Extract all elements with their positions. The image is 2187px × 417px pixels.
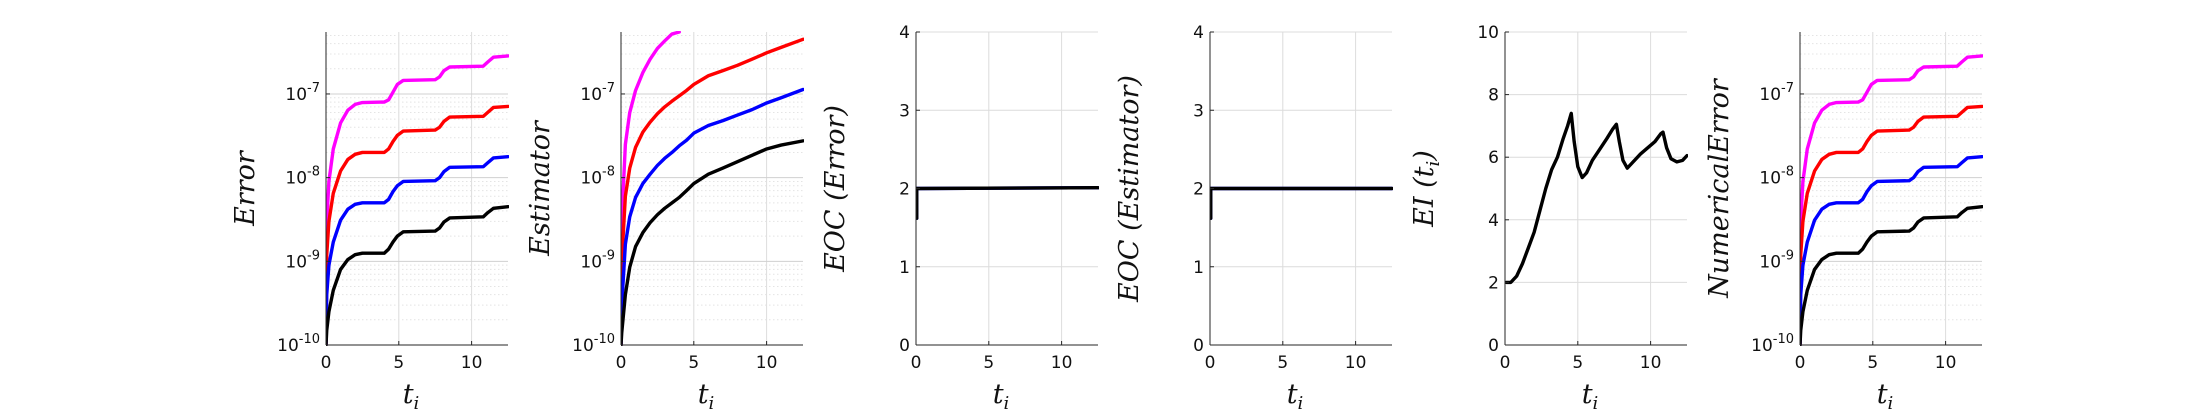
series-line-3 <box>326 154 509 346</box>
x-tick-label: 5 <box>1277 353 1288 373</box>
y-tick-label: 10-7 <box>1759 81 1794 105</box>
y-tick-label: 10-9 <box>1759 248 1794 272</box>
x-tick-label: 0 <box>321 353 332 373</box>
y-tick-label: 3 <box>899 101 910 121</box>
plot-area <box>326 32 508 345</box>
x-axis-label: ti <box>698 379 715 414</box>
x-tick-label: 5 <box>983 353 994 373</box>
y-axis-label: EI (ti) <box>1409 150 1444 228</box>
x-axis-label: ti <box>1877 379 1894 414</box>
series-line-1 <box>326 54 509 346</box>
y-tick-label: 10-10 <box>277 332 320 356</box>
plot-area <box>1800 32 1982 345</box>
y-tick-label: 2 <box>1488 273 1499 293</box>
plot-area <box>621 32 803 345</box>
x-axis-label: ti <box>1287 379 1304 414</box>
y-tick-label: 10-9 <box>285 248 320 272</box>
x-tick-label: 10 <box>461 353 483 373</box>
chart-panel-3: 0 5 10 0 1 2 3 4 ti EOC (Error) <box>820 23 1099 414</box>
y-tick-label: 0 <box>899 336 910 356</box>
chart-panel-1: 0 5 10 10-10 10-9 10-8 10-7 ti Error <box>230 32 509 414</box>
series-line-2 <box>326 104 509 346</box>
series-line-4 <box>326 204 509 346</box>
series-line-1 <box>1800 54 1983 346</box>
series-line-1 <box>1505 111 1688 285</box>
y-tick-label: 10 <box>1477 23 1499 43</box>
y-tick-label: 10-10 <box>1751 332 1794 356</box>
plot-area <box>1505 32 1687 345</box>
series-group <box>326 54 509 346</box>
y-tick-label: 4 <box>1488 211 1499 231</box>
x-tick-label: 10 <box>1640 353 1662 373</box>
y-tick-label: 10-9 <box>580 248 615 272</box>
y-axis-label: Error <box>230 149 261 227</box>
y-axis-label: EOC (Estimator) <box>1114 75 1145 303</box>
x-tick-label: 5 <box>393 353 404 373</box>
x-tick-label: 10 <box>1345 353 1367 373</box>
y-axis-label: NumericalError <box>1704 77 1735 299</box>
y-tick-label: 3 <box>1193 101 1204 121</box>
x-axis-label: ti <box>403 379 420 414</box>
x-tick-label: 0 <box>616 353 627 373</box>
y-tick-label: 1 <box>899 258 910 278</box>
x-tick-label: 5 <box>688 353 699 373</box>
x-tick-label: 0 <box>1500 353 1511 373</box>
x-axis-label: ti <box>993 379 1010 414</box>
series-line-4 <box>1800 204 1983 346</box>
x-tick-label: 5 <box>1867 353 1878 373</box>
x-tick-label: 5 <box>1572 353 1583 373</box>
series-line-1 <box>621 31 681 346</box>
x-tick-label: 0 <box>1795 353 1806 373</box>
x-tick-label: 0 <box>1205 353 1216 373</box>
y-tick-label: 10-8 <box>580 165 615 189</box>
y-tick-label: 1 <box>1193 258 1204 278</box>
y-tick-label: 10-10 <box>572 332 615 356</box>
series-line-3 <box>1800 154 1983 346</box>
y-tick-label: 10-8 <box>285 165 320 189</box>
series-line-4 <box>621 139 804 346</box>
y-tick-label: 10-7 <box>285 81 320 105</box>
y-tick-label: 8 <box>1488 86 1499 106</box>
x-tick-label: 10 <box>1051 353 1073 373</box>
y-tick-label: 4 <box>899 23 910 43</box>
chart-panel-5: 0 5 10 0 2 4 6 8 10 ti EI (ti) <box>1409 23 1688 414</box>
series-line-2 <box>1800 104 1983 346</box>
series-line-3 <box>621 87 804 346</box>
y-axis-label: EOC (Error) <box>820 105 851 273</box>
chart-panel-2: 0 5 10 10-10 10-9 10-8 10-7 ti Estimator <box>525 31 804 414</box>
y-tick-label: 10-8 <box>1759 165 1794 189</box>
y-tick-label: 6 <box>1488 148 1499 168</box>
chart-panel-4: 0 5 10 0 1 2 3 4 ti EOC (Estimator) <box>1114 23 1393 414</box>
y-tick-label: 4 <box>1193 23 1204 43</box>
y-axis-label: Estimator <box>525 119 556 257</box>
x-tick-label: 10 <box>756 353 778 373</box>
y-tick-label: 2 <box>899 180 910 200</box>
series-group <box>1505 111 1688 285</box>
series-group <box>1800 54 1983 346</box>
x-axis-label: ti <box>1582 379 1599 414</box>
series-line-2 <box>621 37 804 346</box>
x-tick-label: 10 <box>1935 353 1957 373</box>
y-tick-label: 0 <box>1488 336 1499 356</box>
series-group <box>621 31 804 346</box>
y-tick-label: 0 <box>1193 336 1204 356</box>
y-tick-label: 2 <box>1193 180 1204 200</box>
y-tick-label: 10-7 <box>580 81 615 105</box>
chart-panel-6: 0 5 10 10-10 10-9 10-8 10-7 ti NumericalError <box>1704 32 1983 414</box>
x-tick-label: 0 <box>911 353 922 373</box>
